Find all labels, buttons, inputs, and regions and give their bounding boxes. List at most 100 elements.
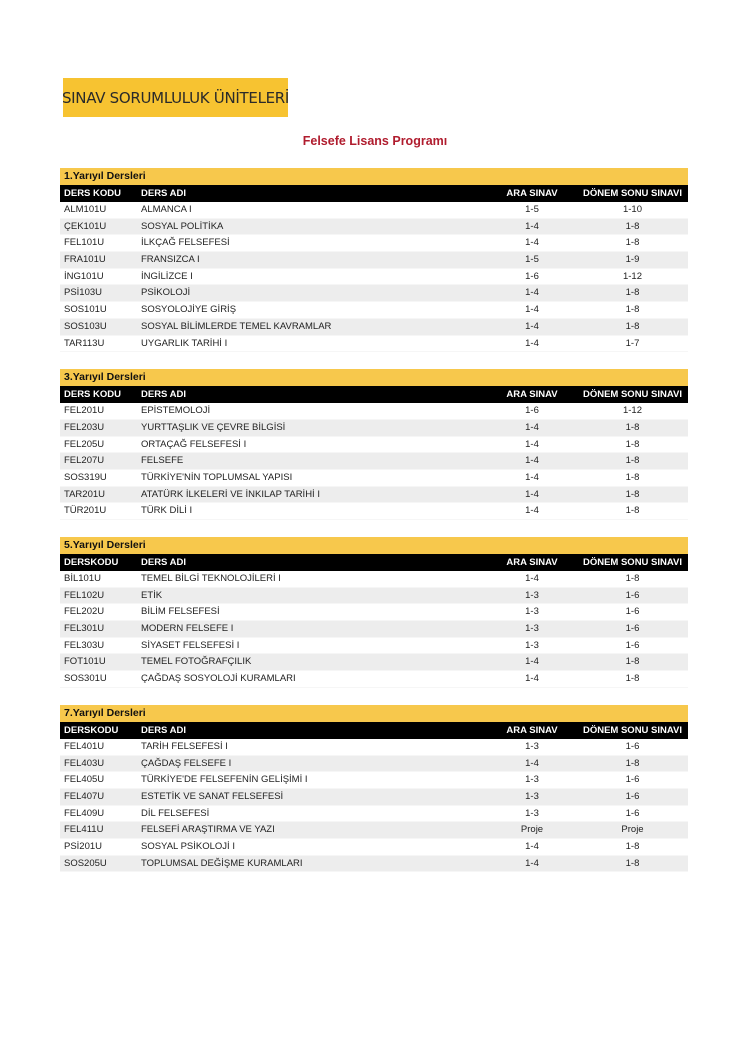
final-units: 1-8 [625, 287, 640, 299]
midterm-units: 1-3 [525, 623, 539, 635]
table-row: PSİ103U PSİKOLOJİ 1-4 1-8 [60, 285, 688, 303]
final-units: Proje [621, 824, 644, 836]
course-code: SOS101U [64, 304, 107, 316]
midterm-units: 1-4 [525, 455, 539, 467]
final-units: 1-8 [625, 320, 640, 332]
table-row: SOS205U TOPLUMSAL DEĞİŞME KURAMLARI 1-4 1-8 [60, 855, 688, 873]
table-row: FEL202U BİLİM FELSEFESİ 1-3 1-6 [60, 604, 688, 622]
table-header: DERSKODU DERS ADI ARA SINAV DÖNEM SONU SINA… [60, 721, 688, 739]
final-units: 1-6 [625, 606, 640, 618]
midterm-units: 1-3 [525, 790, 539, 802]
course-name: FRANSIZCA I [141, 254, 200, 266]
table-row: TÜR201U TÜRK DİLİ I 1-4 1-8 [60, 503, 688, 520]
section-title: 7.Yarıyıl Dersleri [60, 704, 688, 722]
sections: 1.Yarıyıl Dersleri DERS KODU DERS ADI ARA S… [60, 168, 688, 889]
midterm-units: 1-4 [525, 840, 539, 852]
course-name: ALMANCA I [141, 204, 192, 215]
final-units: 1-8 [625, 237, 640, 249]
course-name: SOSYAL BİLİMLERDE TEMEL KAVRAMLAR [141, 320, 332, 332]
course-code: SOS205U [64, 857, 107, 869]
course-code: SOS301U [64, 673, 107, 685]
column-header: DERS ADI [141, 724, 187, 736]
midterm-units: 1-4 [525, 287, 539, 299]
course-name: UYGARLIK TARİHİ I [141, 337, 228, 349]
course-name: FELSEFİ ARAŞTIRMA VE YAZI [141, 824, 275, 836]
table-row: FEL411U FELSEFİ ARAŞTIRMA VE YAZI Proje Pro… [60, 822, 688, 839]
page-title: Felsefe Lisans Programı [302, 134, 448, 148]
course-code: ÇEK101U [64, 220, 107, 232]
midterm-units: 1-3 [525, 807, 539, 819]
final-units: 1-6 [625, 639, 640, 651]
table-row: SOS101U SOSYOLOJİYE GİRİŞ 1-4 1-8 [60, 302, 688, 319]
final-units: 1-8 [625, 438, 640, 450]
column-header: DERS ADI [141, 188, 187, 199]
table-header: DERS KODU DERS ADI ARA SINAV DÖNEM SONU SIN… [60, 185, 688, 202]
table-row: FEL409U DİL FELSEFESİ 1-3 1-6 [60, 806, 688, 823]
final-units: 1-9 [625, 254, 640, 266]
course-name: ETİK [141, 589, 163, 601]
final-units: 1-8 [625, 455, 640, 467]
course-name: İLKÇAĞ FELSEFESİ [141, 237, 230, 249]
midterm-units: 1-4 [525, 656, 539, 668]
final-units: 1-8 [625, 488, 640, 500]
course-code: FEL101U [64, 237, 105, 249]
table-row: SOS103U SOSYAL BİLİMLERDE TEMEL KAVRAMLAR… [60, 318, 688, 336]
course-code: FEL401U [64, 740, 105, 752]
midterm-units: 1-4 [525, 505, 539, 517]
final-units: 1-8 [625, 757, 640, 769]
column-header: DÖNEM SONU SINAVI [582, 557, 683, 568]
table-row: BİL101U TEMEL BİLGİ TEKNOLOJİLERİ I 1-4 1-8 [60, 571, 688, 588]
midterm-units: 1-4 [525, 757, 539, 769]
course-name: TÜRK DİLİ I [141, 505, 193, 517]
column-header: ARA SINAV [506, 188, 558, 199]
course-name: TÜRKİYE'DE FELSEFENİN GELİŞİMİ I [141, 774, 308, 786]
final-units: 1-6 [625, 740, 640, 752]
table-row: TAR113U UYGARLIK TARİHİ I 1-4 1-7 [60, 336, 688, 353]
course-name: SOSYAL POLİTİKA [141, 220, 224, 232]
logo-text: SINAV SORUMLULUK ÜNİTELERİ [61, 88, 290, 107]
course-code: SOS103U [64, 320, 107, 332]
section-title: 3.Yarıyıl Dersleri [60, 369, 688, 387]
course-code: İNG101U [64, 270, 104, 282]
final-units: 1-8 [625, 857, 640, 869]
midterm-units: 1-4 [525, 438, 539, 450]
midterm-units: 1-4 [525, 471, 539, 483]
course-code: TAR113U [64, 337, 105, 349]
final-units: 1-8 [625, 840, 640, 852]
final-units: 1-10 [622, 204, 642, 215]
midterm-units: 1-3 [525, 606, 539, 618]
table-row: FEL101U İLKÇAĞ FELSEFESİ 1-4 1-8 [60, 235, 688, 253]
course-code: FEL407U [64, 790, 105, 802]
course-code: ALM101U [64, 204, 107, 215]
midterm-units: 1-3 [525, 639, 539, 651]
course-name: EPİSTEMOLOJİ [141, 405, 211, 417]
midterm-units: 1-4 [525, 421, 539, 433]
midterm-units: 1-3 [525, 740, 539, 752]
course-name: İNGİLİZCE I [141, 270, 193, 282]
semester-table: 3.Yarıyıl Dersleri DERS KODU DERS ADI ARA S… [60, 369, 688, 520]
midterm-units: 1-3 [525, 774, 539, 786]
course-name: TEMEL FOTOĞRAFÇILIK [141, 656, 252, 668]
table-row: İNG101U İNGİLİZCE I 1-6 1-12 [60, 269, 688, 286]
table-row: FEL203U YURTTAŞLIK VE ÇEVRE BİLGİSİ 1-4 1-8 [60, 419, 688, 437]
table-row: FEL201U EPİSTEMOLOJİ 1-6 1-12 [60, 403, 688, 420]
course-name: ATATÜRK İLKELERİ VE İNKILAP TARİHİ I [141, 488, 320, 500]
table-row: ÇEK101U SOSYAL POLİTİKA 1-4 1-8 [60, 218, 688, 236]
final-units: 1-8 [625, 673, 640, 685]
midterm-units: 1-4 [525, 320, 539, 332]
course-name: TEMEL BİLGİ TEKNOLOJİLERİ I [141, 573, 281, 584]
course-code: FEL411U [64, 824, 104, 836]
course-name: SOSYOLOJİYE GİRİŞ [141, 304, 237, 316]
table-row: FEL403U ÇAĞDAŞ FELSEFE I 1-4 1-8 [60, 755, 688, 773]
logo-banner: SINAV SORUMLULUK ÜNİTELERİ [61, 78, 290, 117]
course-code: FEL202U [64, 606, 105, 618]
column-header: DÖNEM SONU SINAVI [582, 389, 683, 401]
course-code: PSİ201U [64, 840, 103, 852]
course-name: TARİH FELSEFESİ I [141, 740, 228, 752]
table-row: FEL407U ESTETİK VE SANAT FELSEFESİ 1-3 1-6 [60, 788, 688, 806]
midterm-units: 1-4 [525, 237, 539, 249]
midterm-units: 1-4 [525, 857, 539, 869]
course-name: DİL FELSEFESİ [141, 807, 210, 819]
final-units: 1-8 [625, 304, 640, 316]
midterm-units: 1-4 [525, 673, 539, 685]
